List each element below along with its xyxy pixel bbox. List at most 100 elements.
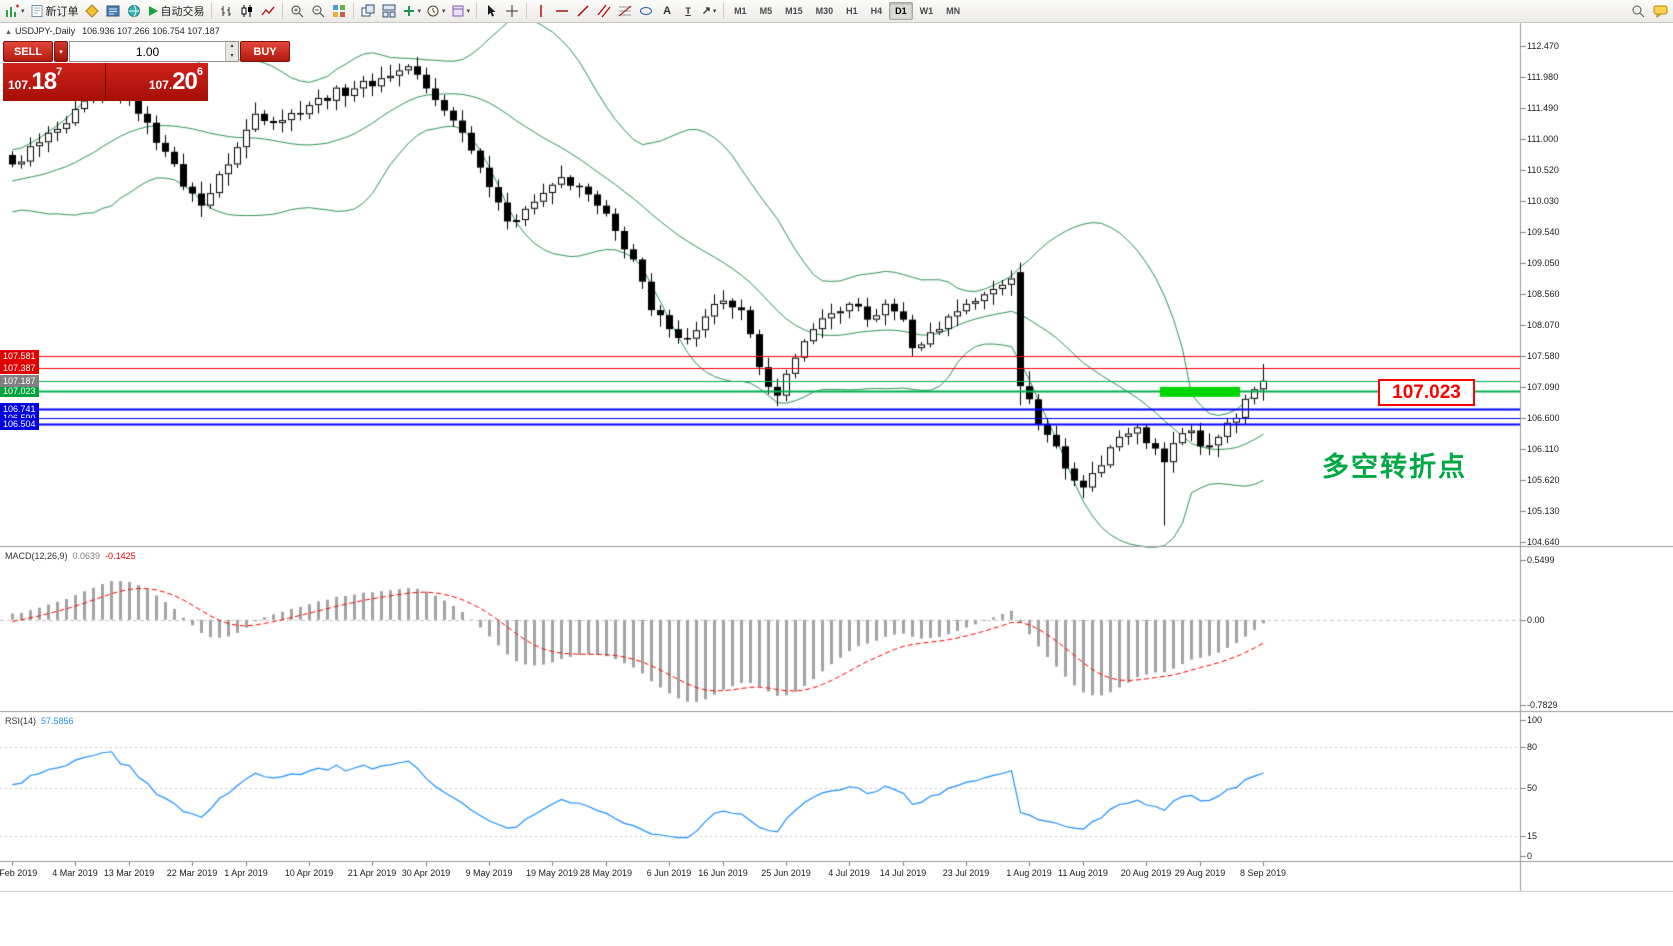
- chat-button[interactable]: [1650, 1, 1670, 21]
- arrows-tool-button[interactable]: ↗ ▾: [699, 1, 719, 21]
- buy-button[interactable]: BUY: [240, 41, 290, 62]
- tile-windows-icon: [382, 4, 396, 18]
- crosshair-icon: [506, 5, 519, 17]
- shapes-tool-button[interactable]: [636, 1, 656, 21]
- play-icon: [148, 6, 158, 16]
- macd-signal-value: -0.1425: [105, 551, 136, 561]
- sell-price-prefix: 107.: [8, 78, 32, 92]
- indicators-button[interactable]: ▾: [400, 1, 424, 21]
- vertical-line-icon: [540, 5, 542, 17]
- rsi-value: 57.5856: [41, 716, 74, 726]
- bar-chart-button[interactable]: [216, 1, 236, 21]
- buy-price[interactable]: 107.206: [106, 65, 208, 96]
- trendline-icon: [577, 5, 589, 17]
- horizontal-line-tool-button[interactable]: [552, 1, 572, 21]
- timeframe-button-H1[interactable]: H1: [840, 2, 864, 20]
- cursor-button[interactable]: [481, 1, 501, 21]
- candlestick-chart-button[interactable]: [237, 1, 257, 21]
- trendline-tool-button[interactable]: [573, 1, 593, 21]
- line-chart-icon: [260, 6, 275, 16]
- text-tool-label: A: [663, 5, 672, 17]
- vertical-line-tool-button[interactable]: [531, 1, 551, 21]
- toolbar-divider: [476, 3, 478, 19]
- trade-prices-row: 107.187 107.206: [3, 63, 208, 101]
- timeframe-button-M15[interactable]: M15: [779, 2, 809, 20]
- terminal-icon: [106, 5, 120, 17]
- timeframe-button-W1[interactable]: W1: [914, 2, 940, 20]
- price-divider: [105, 63, 106, 101]
- chevron-down-icon: ▾: [21, 7, 25, 15]
- tile-grid-icon: [332, 5, 345, 17]
- symbol-header: ▲ USDJPY-,Daily 106.936 107.266 106.754 10…: [5, 26, 220, 36]
- auto-arrange-button[interactable]: [329, 1, 349, 21]
- cascade-windows-button[interactable]: [358, 1, 378, 21]
- timeframe-group: M1 M5 M15 M30 H1 H4 D1 W1 MN: [728, 2, 966, 20]
- rsi-name: RSI(14): [5, 716, 37, 726]
- one-click-trading-panel: SELL ▾ ▴ ▾ BUY 107.187 107.206: [3, 41, 290, 101]
- globe-icon: [127, 5, 140, 17]
- chevron-down-icon: ▾: [466, 7, 471, 15]
- lot-size-input[interactable]: [70, 42, 225, 61]
- timeframe-button-M5[interactable]: M5: [754, 2, 779, 20]
- indicator-plus-icon: [403, 6, 414, 16]
- candlestick-icon: [241, 5, 252, 17]
- lot-spinner: ▴ ▾: [225, 42, 238, 61]
- text-label-tool-button[interactable]: T: [678, 1, 698, 21]
- diamond-icon: [84, 4, 99, 18]
- search-button[interactable]: [1628, 1, 1648, 21]
- zoom-in-button[interactable]: [287, 1, 307, 21]
- crosshair-button[interactable]: [502, 1, 522, 21]
- fibonacci-icon: [618, 5, 632, 17]
- trade-options-button[interactable]: ▾: [54, 41, 68, 62]
- ellipse-icon: [640, 7, 653, 15]
- channel-tool-button[interactable]: [594, 1, 614, 21]
- macd-main-value: 0.0639: [72, 551, 101, 561]
- lot-size-field: ▴ ▾: [69, 41, 239, 62]
- collapse-arrow-icon: ▲: [5, 29, 12, 36]
- label-tool-label: T: [685, 6, 691, 16]
- fibonacci-tool-button[interactable]: [615, 1, 635, 21]
- chinese-annotation-text: 多空转折点: [1322, 452, 1467, 482]
- timeframe-button-D1[interactable]: D1: [889, 2, 913, 20]
- chevron-down-icon: ▾: [442, 7, 446, 15]
- autotrading-label: 自动交易: [160, 6, 205, 18]
- chevron-down-icon: ▾: [712, 7, 717, 15]
- sell-price[interactable]: 107.187: [3, 66, 105, 96]
- timeframe-button-M30[interactable]: M30: [810, 2, 840, 20]
- periods-button[interactable]: ▾: [424, 1, 448, 21]
- new-order-button[interactable]: 新订单: [28, 1, 81, 21]
- sell-button[interactable]: SELL: [3, 41, 53, 62]
- macd-name: MACD(12,26,9): [5, 551, 68, 561]
- toolbar-divider: [723, 3, 725, 19]
- lot-decrease-button[interactable]: ▾: [230, 52, 234, 59]
- tile-windows-button[interactable]: [379, 1, 399, 21]
- channel-icon: [597, 4, 611, 18]
- lot-increase-button[interactable]: ▴: [230, 43, 234, 49]
- symbol-period-label: USDJPY-,Daily: [14, 26, 76, 36]
- buy-price-pipette: 6: [196, 65, 203, 78]
- timeframe-button-MN[interactable]: MN: [940, 2, 966, 20]
- templates-button[interactable]: ▾: [449, 1, 473, 21]
- metaeditor-button[interactable]: [82, 1, 102, 21]
- buy-price-prefix: 107.: [148, 78, 173, 92]
- market-watch-button[interactable]: [124, 1, 144, 21]
- toolbar-right-group: [1628, 1, 1670, 21]
- terminal-button[interactable]: [103, 1, 123, 21]
- toolbar-divider: [526, 3, 528, 19]
- autotrading-button[interactable]: 自动交易: [145, 1, 207, 21]
- text-tool-button[interactable]: A: [657, 1, 677, 21]
- sell-price-pips: 18: [31, 68, 57, 95]
- trade-controls-row: SELL ▾ ▴ ▾ BUY: [3, 41, 290, 62]
- timeframe-button-H4[interactable]: H4: [865, 2, 889, 20]
- toolbar-divider: [352, 3, 354, 19]
- toolbar-divider: [210, 3, 212, 19]
- zoom-out-button[interactable]: [308, 1, 328, 21]
- new-chart-button[interactable]: ▾: [3, 1, 27, 21]
- chevron-down-icon: ▾: [417, 7, 422, 15]
- line-chart-button[interactable]: [258, 1, 278, 21]
- timeframe-button-M1[interactable]: M1: [728, 2, 753, 20]
- toolbar-divider: [281, 3, 283, 19]
- search-icon: [1632, 5, 1645, 18]
